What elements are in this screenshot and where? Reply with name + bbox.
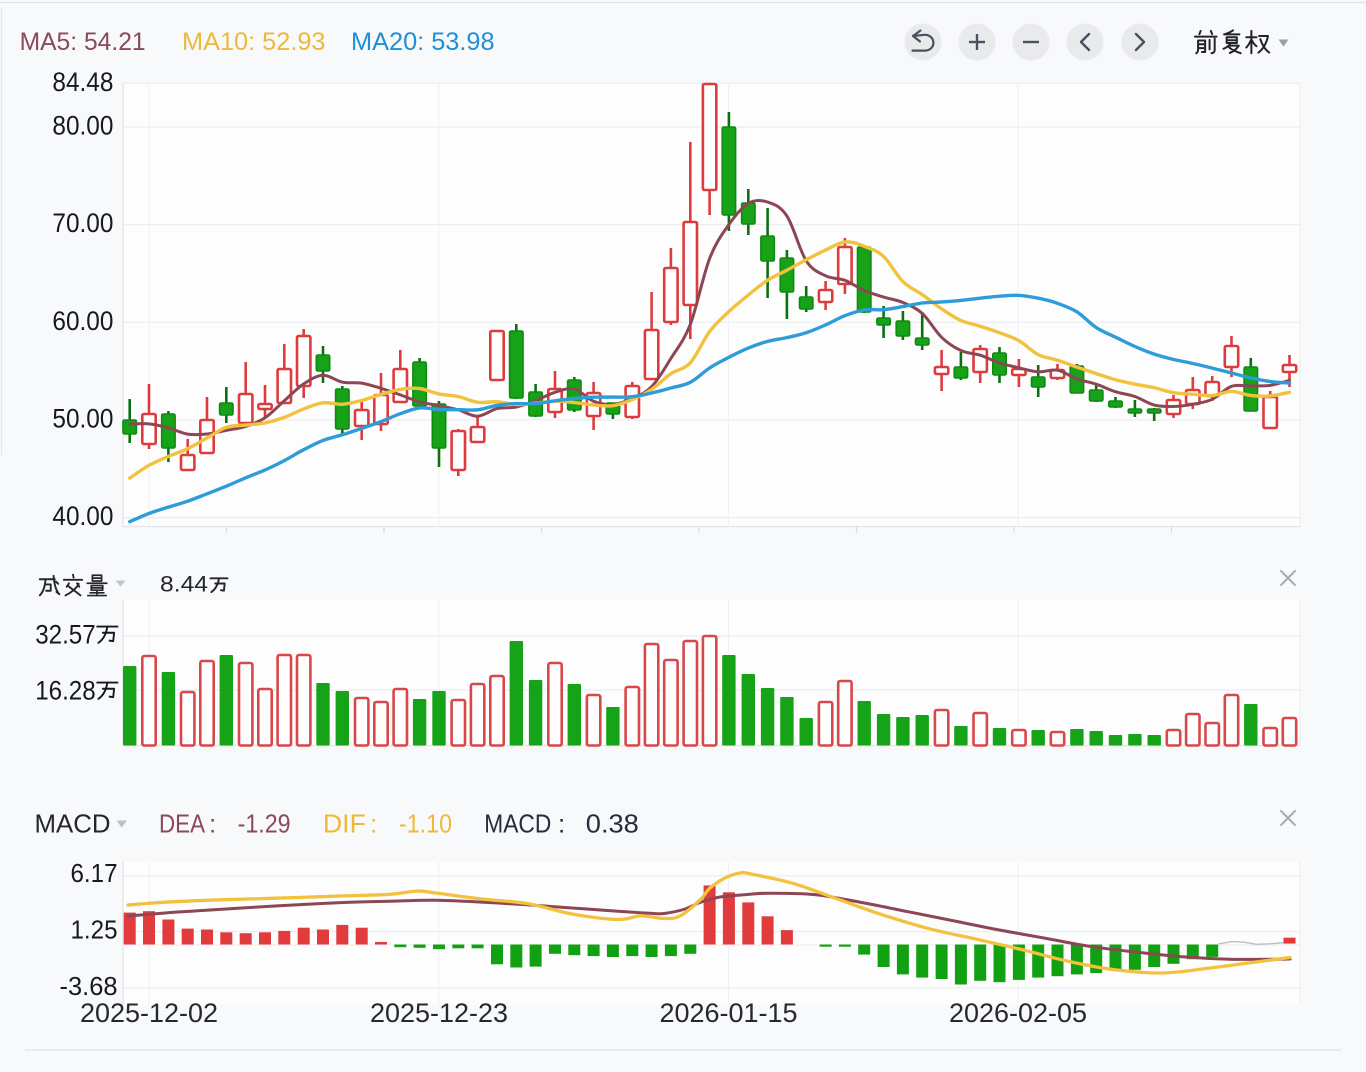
svg-text:80.00: 80.00	[52, 111, 113, 141]
svg-text:16.28: 16.28	[35, 676, 96, 706]
svg-text:MACD: MACD	[484, 809, 551, 839]
svg-text:2026-01-15: 2026-01-15	[660, 998, 798, 1028]
svg-text:DIF: DIF	[323, 809, 366, 839]
svg-text:1.25: 1.25	[71, 915, 118, 945]
svg-text:50.00: 50.00	[52, 404, 113, 434]
svg-text:60.00: 60.00	[52, 306, 113, 336]
svg-text:-3.68: -3.68	[60, 971, 118, 1001]
svg-text::: :	[558, 809, 565, 839]
svg-text::: :	[370, 809, 377, 839]
svg-text:MA5: 54.21: MA5: 54.21	[20, 28, 146, 56]
svg-text:DEA: DEA	[159, 809, 206, 839]
svg-text:8.44: 8.44	[160, 572, 208, 597]
svg-text::: :	[209, 809, 216, 839]
svg-text:-1.10: -1.10	[399, 809, 452, 839]
svg-text:6.17: 6.17	[71, 858, 118, 888]
svg-text:2025-12-23: 2025-12-23	[370, 998, 508, 1028]
svg-text:40.00: 40.00	[52, 501, 113, 531]
svg-text:32.57: 32.57	[35, 619, 96, 649]
svg-text:MA20: 53.98: MA20: 53.98	[351, 28, 495, 56]
svg-text:84.48: 84.48	[52, 67, 113, 97]
svg-text:2026-02-05: 2026-02-05	[949, 998, 1087, 1028]
svg-text:MACD: MACD	[35, 809, 111, 839]
svg-text:0.38: 0.38	[586, 809, 639, 839]
svg-text:-1.29: -1.29	[238, 809, 291, 839]
svg-text:70.00: 70.00	[52, 208, 113, 238]
svg-text:2025-12-02: 2025-12-02	[80, 998, 218, 1028]
svg-text:MA10: 52.93: MA10: 52.93	[182, 28, 326, 56]
